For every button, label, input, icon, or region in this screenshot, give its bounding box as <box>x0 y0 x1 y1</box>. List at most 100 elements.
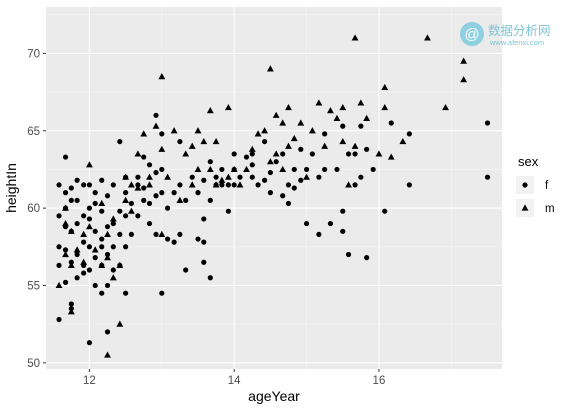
data-point-circle <box>225 182 231 188</box>
data-point-circle <box>189 174 195 180</box>
data-point-circle <box>117 231 123 238</box>
data-point-circle <box>334 166 340 173</box>
data-point-triangle <box>279 119 287 126</box>
data-point-circle <box>81 182 87 188</box>
data-point-circle <box>183 197 189 203</box>
data-point-circle <box>92 255 98 261</box>
data-point-triangle <box>109 215 117 222</box>
data-point-triangle <box>206 165 214 173</box>
data-point-circle <box>249 151 255 157</box>
data-point-triangle <box>170 127 178 134</box>
watermark-at-glyph: @ <box>464 26 479 43</box>
data-point-triangle <box>140 130 148 137</box>
data-point-circle <box>123 290 129 296</box>
data-point-circle <box>62 190 69 196</box>
data-point-circle <box>146 200 153 207</box>
data-point-circle <box>207 197 213 203</box>
data-point-circle <box>298 146 304 152</box>
data-point-circle <box>352 182 358 188</box>
data-point-triangle <box>212 137 220 145</box>
x-tick-label: 16 <box>373 375 386 387</box>
data-point-triangle <box>164 173 172 180</box>
data-point-triangle <box>62 250 69 258</box>
data-point-circle <box>86 267 93 273</box>
data-point-circle <box>86 205 93 211</box>
data-point-triangle <box>303 173 310 180</box>
data-point-triangle <box>321 142 329 149</box>
data-point-circle <box>128 231 135 238</box>
data-point-triangle <box>188 142 196 149</box>
data-point-circle <box>316 174 322 180</box>
data-point-circle <box>99 290 105 296</box>
data-point-circle <box>207 275 213 281</box>
data-point-triangle <box>62 204 69 211</box>
data-point-triangle <box>194 165 202 173</box>
data-point-circle <box>92 190 98 196</box>
data-point-circle <box>291 166 297 173</box>
data-point-triangle <box>424 34 431 41</box>
legend-label: f <box>545 180 549 192</box>
legend-title: sex <box>518 154 539 169</box>
y-tick-label: 50 <box>27 358 40 370</box>
data-point-circle <box>123 213 129 219</box>
data-point-circle <box>74 177 80 183</box>
data-point-triangle <box>104 351 111 358</box>
data-point-triangle <box>158 73 166 80</box>
data-point-circle <box>316 231 322 238</box>
data-point-circle <box>68 301 74 307</box>
data-point-triangle <box>272 150 280 157</box>
data-point-triangle <box>86 223 93 230</box>
data-point-triangle <box>357 99 365 106</box>
data-point-triangle <box>308 127 316 134</box>
data-point-triangle <box>67 261 75 268</box>
data-point-circle <box>86 340 93 346</box>
data-point-circle <box>117 138 123 145</box>
data-point-circle <box>153 193 159 199</box>
major-gridlines <box>46 7 502 369</box>
data-point-circle <box>159 131 165 137</box>
data-point-triangle <box>339 103 347 111</box>
data-point-triangle <box>176 196 184 203</box>
data-point-circle <box>123 190 129 196</box>
data-point-triangle <box>62 219 69 227</box>
data-point-circle <box>81 213 87 219</box>
watermark-brand-url: www.afenxi.com <box>489 38 544 47</box>
data-point-circle <box>267 190 273 196</box>
data-point-circle <box>135 213 141 219</box>
data-point-circle <box>146 220 153 227</box>
data-point-triangle <box>339 137 347 145</box>
data-point-circle <box>280 193 286 199</box>
data-point-circle <box>62 247 69 253</box>
minor-gridlines <box>46 7 502 369</box>
data-point-circle <box>153 231 159 238</box>
data-point-triangle <box>116 320 124 327</box>
data-point-triangle <box>98 261 106 268</box>
data-point-circle <box>177 231 183 238</box>
data-point-triangle <box>460 57 468 64</box>
data-point-circle <box>110 267 116 273</box>
data-point-circle <box>201 177 207 183</box>
data-point-circle <box>141 185 147 191</box>
data-point-circle <box>159 290 165 296</box>
data-point-triangle <box>98 199 106 207</box>
data-point-circle <box>68 197 74 203</box>
data-point-triangle <box>80 230 88 238</box>
data-point-circle <box>110 244 116 250</box>
data-point-circle <box>123 244 129 250</box>
data-point-circle <box>99 236 105 242</box>
data-point-circle <box>322 166 328 173</box>
data-point-triangle <box>315 99 323 106</box>
data-point-triangle <box>146 181 153 188</box>
data-point-circle <box>201 259 207 265</box>
data-point-circle <box>303 220 310 227</box>
data-point-circle <box>358 174 364 180</box>
data-point-circle <box>303 166 310 173</box>
data-point-triangle <box>285 142 292 149</box>
data-point-circle <box>141 197 147 203</box>
x-axis-ticks: 12 14 16 <box>83 369 385 387</box>
data-point-circle <box>86 182 93 188</box>
y-axis-ticks: 50 55 60 65 70 <box>27 48 46 370</box>
data-point-triangle <box>127 207 135 214</box>
data-point-circle <box>406 182 412 188</box>
